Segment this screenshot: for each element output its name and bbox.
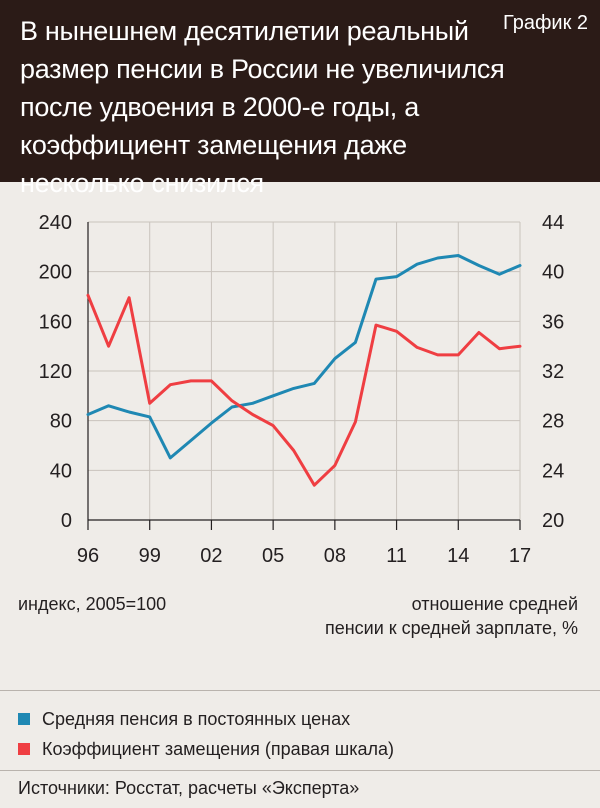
left-tick-label: 200 [39,262,72,284]
x-tick-label: 17 [509,545,531,567]
legend-swatch-blue [18,713,30,725]
line-chart: 0 40 80 120 160 200 240 20 24 28 32 36 40 44 96 99 02 0… [39,212,565,567]
x-tick-label: 96 [77,545,99,567]
right-tick-label: 44 [542,212,564,234]
x-tick-label: 02 [200,545,222,567]
x-axis-ticks: 96 99 02 05 08 11 14 17 [77,545,531,567]
x-tick-label: 08 [324,545,346,567]
right-tick-label: 20 [542,510,564,532]
x-tick-label: 14 [447,545,469,567]
right-axis-ticks: 20 24 28 32 36 40 44 [542,212,564,532]
x-tick-label: 99 [139,545,161,567]
right-axis-note-line-2: пенсии к средней зарплате, % [324,618,578,638]
left-axis-unit-note: индекс, 2005=100 [18,594,167,614]
left-tick-label: 120 [39,361,72,383]
legend-swatch-red [18,743,30,755]
right-tick-label: 32 [542,361,564,383]
x-tick-label: 05 [262,545,284,567]
legend-item-replacement: Коэффициент замещения (правая шкала) [18,734,394,764]
right-tick-label: 28 [542,411,564,433]
chart-header: В нынешнем десятилетии реальный размер п… [0,0,600,198]
left-tick-label: 80 [50,411,72,433]
left-tick-label: 160 [39,311,72,333]
right-axis-unit-note: отношение средней пенсии к средней зарпл… [325,592,578,640]
left-tick-label: 0 [61,510,72,532]
x-tick-label: 11 [386,545,407,567]
source-top-divider [0,770,600,771]
left-tick-label: 40 [50,460,72,482]
legend-label-replacement: Коэффициент замещения (правая шкала) [42,739,395,759]
chart-source: Источники: Росстат, расчеты «Эксперта» [18,778,360,798]
legend-label-pension: Средняя пенсия в постоянных ценах [42,709,351,729]
chart-legend: Средняя пенсия в постоянных ценах Коэффи… [18,704,394,764]
chart-grid [87,221,521,530]
right-tick-label: 40 [542,262,564,284]
chart-series [86,254,522,487]
legend-top-divider [0,690,600,691]
right-tick-label: 36 [542,311,564,333]
right-tick-label: 24 [542,460,564,482]
right-axis-note-line-1: отношение средней [411,594,578,614]
chart-title: В нынешнем десятилетии реальный размер п… [20,16,505,198]
legend-item-pension: Средняя пенсия в постоянных ценах [18,704,394,734]
left-tick-label: 240 [39,212,72,234]
chart-number-tag: График 2 [502,12,588,34]
series-line-replacement [86,293,522,487]
series-line-pension [86,254,522,460]
left-axis-ticks: 0 40 80 120 160 200 240 [39,212,72,532]
